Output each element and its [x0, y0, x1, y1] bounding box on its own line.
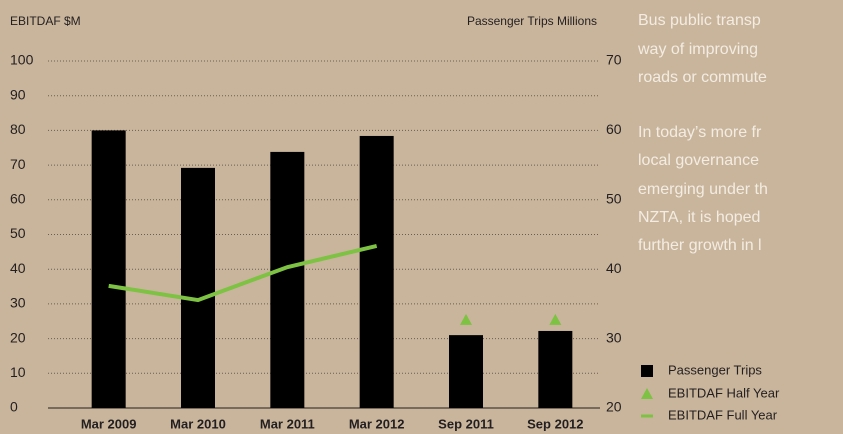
x-tick-label: Mar 2011 [260, 416, 315, 431]
y-tick-label: 20 [10, 329, 26, 345]
y-tick-label: 0 [10, 399, 18, 415]
bar [538, 330, 573, 408]
legend-label: Passenger Trips [668, 362, 762, 377]
y2-tick-label: 70 [606, 52, 622, 68]
side-text: further growth in l [638, 237, 762, 254]
bar [449, 335, 483, 408]
x-tick-label: Sep 2012 [527, 416, 583, 431]
y-tick-label: 60 [10, 191, 26, 207]
marker [549, 313, 562, 325]
y-tick-label: 70 [10, 156, 26, 172]
x-tick-label: Mar 2012 [349, 416, 405, 431]
x-tick-label: Mar 2010 [170, 416, 226, 431]
side-text: way of improving [637, 41, 758, 58]
y2-tick-label: 30 [606, 329, 622, 345]
x-tick-label: Mar 2009 [81, 416, 137, 431]
legend-swatch [641, 365, 653, 377]
y2-axis-title: Passenger Trips Millions [467, 14, 597, 28]
y2-tick-label: 20 [606, 399, 622, 415]
side-text: emerging under th [638, 181, 768, 198]
y2-tick-label: 40 [606, 260, 622, 276]
y-tick-label: 90 [10, 86, 26, 102]
side-text: NZTA, it is hoped [638, 209, 760, 226]
y-tick-label: 30 [10, 295, 26, 311]
y-tick-label: 50 [10, 225, 26, 241]
line [108, 244, 378, 303]
bar [359, 135, 394, 408]
side-text: Bus public transp [638, 12, 761, 29]
bar [270, 151, 305, 408]
bar [91, 130, 126, 408]
y-tick-label: 80 [10, 121, 26, 137]
legend-label: EBITDAF Half Year [668, 385, 780, 400]
y-axis-title: EBITDAF $M [10, 14, 81, 28]
x-tick-label: Sep 2011 [438, 416, 494, 431]
y-tick-label: 10 [10, 364, 26, 380]
legend-label: EBITDAF Full Year [668, 407, 778, 422]
y-tick-label: 100 [10, 52, 34, 68]
legend-swatch [641, 388, 653, 399]
y2-tick-label: 60 [606, 121, 622, 137]
bar [181, 167, 215, 408]
marker [460, 313, 472, 325]
side-text: In today’s more fr [638, 124, 762, 141]
side-text: roads or commute [638, 69, 767, 86]
y-tick-label: 40 [10, 260, 26, 276]
side-text: local governance [638, 152, 759, 169]
y2-tick-label: 50 [606, 191, 622, 207]
